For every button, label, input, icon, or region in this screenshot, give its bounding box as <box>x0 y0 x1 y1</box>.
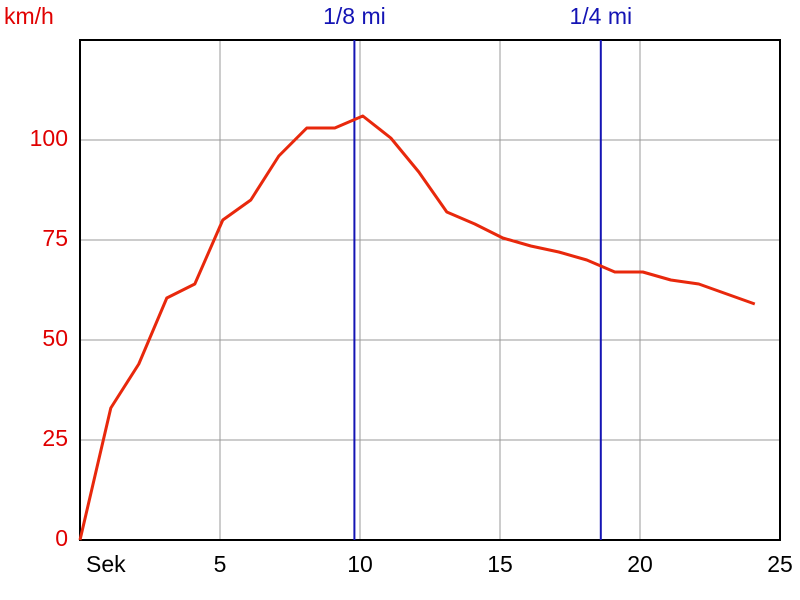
y-tick-label: 0 <box>55 525 68 551</box>
distance-marker-label: 1/4 mi <box>569 3 632 29</box>
y-tick-label: 50 <box>42 325 68 351</box>
speed-line <box>78 114 756 541</box>
y-tick-label: 25 <box>42 425 68 451</box>
x-tick-label: 20 <box>627 551 653 577</box>
x-tick-label: 5 <box>214 551 227 577</box>
y-axis-label: km/h <box>4 3 54 29</box>
x-tick-label: 25 <box>767 551 793 577</box>
distance-marker-label: 1/8 mi <box>323 3 386 29</box>
x-tick-label: 10 <box>347 551 373 577</box>
x-tick-label: Sek <box>86 551 126 577</box>
plot-border <box>79 39 781 541</box>
y-tick-label: 100 <box>30 125 68 151</box>
y-tick-label: 75 <box>42 225 68 251</box>
x-tick-label: 15 <box>487 551 513 577</box>
